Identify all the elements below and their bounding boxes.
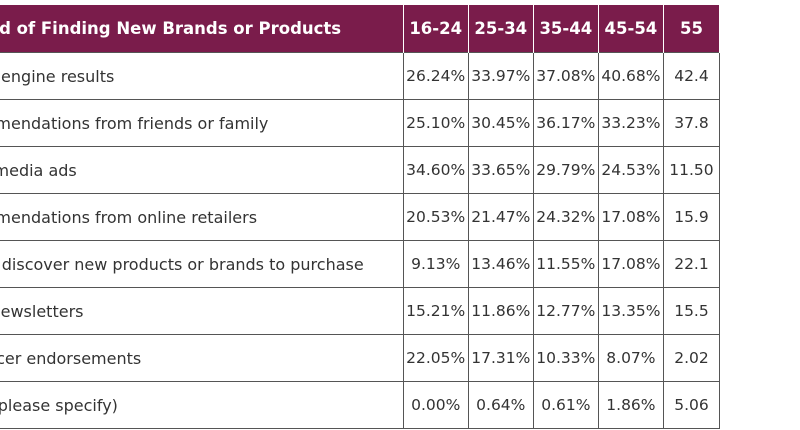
column-header-method: Method of Finding New Brands or Products <box>0 5 404 53</box>
value-cell: 34.60% <box>402 146 469 194</box>
value-cell: 24.32% <box>532 193 599 241</box>
value-cell: 0.61% <box>532 381 599 429</box>
value-cell: 10.33% <box>532 334 599 382</box>
brand-discovery-table: Method of Finding New Brands or Products… <box>0 5 721 429</box>
value-cell: 0.64% <box>467 381 534 429</box>
value-cell: 33.23% <box>597 99 664 147</box>
table-row: I never discover new products or brands … <box>0 240 721 288</box>
value-cell: 36.17% <box>532 99 599 147</box>
value-cell: 8.07% <box>597 334 664 382</box>
table-row: Search engine results26.24%33.97%37.08%4… <box>0 52 721 100</box>
method-cell: Search engine results <box>0 52 404 100</box>
value-cell: 22.1 <box>662 240 721 288</box>
value-cell: 5.06 <box>662 381 721 429</box>
column-header-age-25-34: 25-34 <box>468 5 534 53</box>
table-row: Social media ads34.60%33.65%29.79%24.53%… <box>0 146 721 194</box>
value-cell: 15.21% <box>402 287 469 335</box>
value-cell: 17.08% <box>597 193 664 241</box>
value-cell: 11.86% <box>467 287 534 335</box>
value-cell: 40.68% <box>597 52 664 100</box>
table-row: Influencer endorsements22.05%17.31%10.33… <box>0 334 721 382</box>
value-cell: 2.02 <box>662 334 721 382</box>
value-cell: 9.13% <box>402 240 469 288</box>
value-cell: 11.55% <box>532 240 599 288</box>
method-cell: Email newsletters <box>0 287 404 335</box>
table-row: Other (please specify)0.00%0.64%0.61%1.8… <box>0 381 721 429</box>
value-cell: 29.79% <box>532 146 599 194</box>
value-cell: 42.4 <box>662 52 721 100</box>
table-row: Email newsletters15.21%11.86%12.77%13.35… <box>0 287 721 335</box>
header-row: Method of Finding New Brands or Products… <box>0 5 721 53</box>
method-cell: Recommendations from friends or family <box>0 99 404 147</box>
value-cell: 33.97% <box>467 52 534 100</box>
column-header-age-55: 55 <box>663 5 721 53</box>
method-cell: Influencer endorsements <box>0 334 404 382</box>
value-cell: 26.24% <box>402 52 469 100</box>
value-cell: 20.53% <box>402 193 469 241</box>
value-cell: 12.77% <box>532 287 599 335</box>
value-cell: 13.35% <box>597 287 664 335</box>
value-cell: 15.5 <box>662 287 721 335</box>
value-cell: 33.65% <box>467 146 534 194</box>
value-cell: 30.45% <box>467 99 534 147</box>
value-cell: 0.00% <box>402 381 469 429</box>
method-cell: Recommendations from online retailers <box>0 193 404 241</box>
value-cell: 37.08% <box>532 52 599 100</box>
value-cell: 21.47% <box>467 193 534 241</box>
value-cell: 22.05% <box>402 334 469 382</box>
value-cell: 25.10% <box>402 99 469 147</box>
value-cell: 1.86% <box>597 381 664 429</box>
column-header-age-45-54: 45-54 <box>598 5 664 53</box>
method-cell: Social media ads <box>0 146 404 194</box>
table-row: Recommendations from friends or family25… <box>0 99 721 147</box>
table-body: Search engine results26.24%33.97%37.08%4… <box>0 52 721 429</box>
value-cell: 11.50 <box>662 146 721 194</box>
value-cell: 15.9 <box>662 193 721 241</box>
value-cell: 13.46% <box>467 240 534 288</box>
table-row: Recommendations from online retailers20.… <box>0 193 721 241</box>
column-header-age-16-24: 16-24 <box>403 5 469 53</box>
value-cell: 17.31% <box>467 334 534 382</box>
column-header-age-35-44: 35-44 <box>533 5 599 53</box>
value-cell: 17.08% <box>597 240 664 288</box>
method-cell: Other (please specify) <box>0 381 404 429</box>
value-cell: 37.8 <box>662 99 721 147</box>
value-cell: 24.53% <box>597 146 664 194</box>
method-cell: I never discover new products or brands … <box>0 240 404 288</box>
